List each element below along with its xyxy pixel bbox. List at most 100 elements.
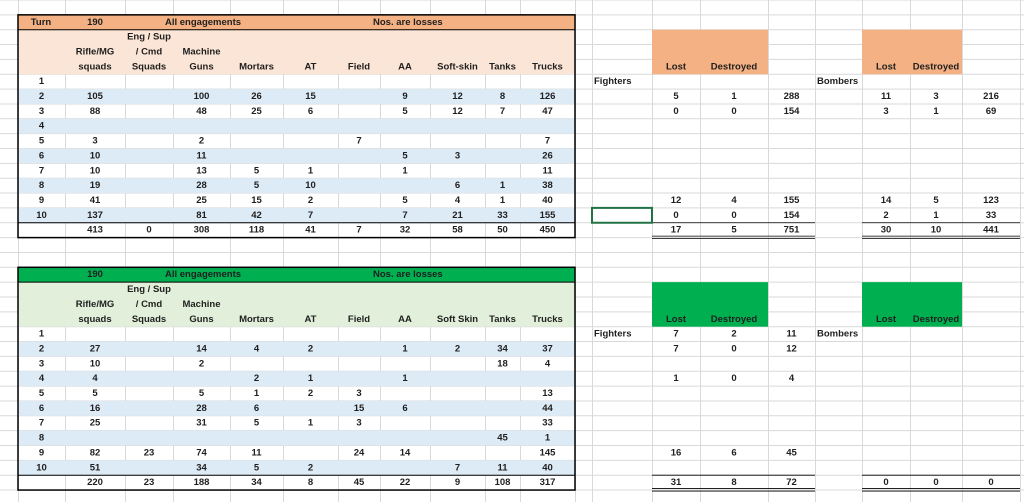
total-cell: 50	[497, 225, 508, 236]
data-cell: 1	[402, 373, 408, 384]
header-cell: AA	[398, 61, 412, 72]
data-cell: 23	[144, 447, 155, 458]
row-band	[18, 371, 575, 387]
data-cell: 21	[452, 210, 463, 221]
data-cell: 11	[881, 91, 892, 102]
header-cell: Squads	[132, 61, 166, 72]
data-cell: 145	[540, 447, 557, 458]
data-cell: 28	[196, 403, 207, 414]
header-cell: Tanks	[489, 61, 516, 72]
data-cell: 288	[784, 91, 800, 102]
data-cell: 11	[196, 150, 207, 161]
data-cell: 1	[39, 76, 45, 87]
data-cell: 15	[305, 91, 316, 102]
data-cell: 100	[194, 91, 210, 102]
header-cell: Lost	[876, 61, 897, 72]
header-cell: Destroyed	[711, 314, 758, 325]
data-cell: 0	[731, 343, 736, 354]
data-cell: 4	[789, 373, 795, 384]
data-cell: 26	[542, 150, 553, 161]
title-cell: Nos. are losses	[373, 17, 443, 28]
data-cell: 11	[542, 165, 553, 176]
data-cell: 10	[90, 150, 101, 161]
data-cell: 5	[673, 91, 679, 102]
air-header-box	[862, 282, 962, 327]
total-cell: 317	[540, 477, 556, 488]
data-cell: 10	[36, 210, 47, 221]
total-cell: 22	[400, 477, 411, 488]
data-cell: 2	[199, 136, 204, 147]
data-cell: Fighters	[594, 329, 631, 340]
data-cell: 7	[39, 165, 44, 176]
header-band	[18, 29, 575, 75]
header-cell: Rifle/MG	[76, 299, 115, 310]
data-cell: 13	[196, 165, 207, 176]
data-cell: 8	[39, 433, 44, 444]
data-cell: 2	[199, 358, 204, 369]
data-cell: 1	[254, 388, 260, 399]
data-cell: 11	[497, 462, 508, 473]
data-cell: 5	[254, 180, 260, 191]
data-cell: 0	[673, 106, 678, 117]
data-cell: 7	[402, 210, 407, 221]
row-band	[18, 400, 575, 416]
data-cell: 5	[402, 150, 408, 161]
data-cell: 7	[500, 106, 505, 117]
data-cell: Bombers	[817, 329, 858, 340]
data-cell: 0	[731, 373, 736, 384]
data-cell: 41	[90, 195, 101, 206]
data-cell: 1	[402, 343, 408, 354]
data-cell: 7	[356, 136, 361, 147]
data-cell: 155	[784, 195, 801, 206]
data-cell: 2	[308, 388, 313, 399]
total-cell: 45	[354, 477, 365, 488]
header-cell: squads	[78, 61, 111, 72]
data-cell: 10	[36, 462, 47, 473]
data-cell: 9	[39, 447, 44, 458]
total-cell: 220	[87, 477, 103, 488]
header-cell: Field	[348, 314, 370, 325]
row-band	[18, 89, 575, 104]
header-cell: Destroyed	[913, 314, 960, 325]
header-cell: Guns	[189, 314, 213, 325]
data-cell: 5	[39, 388, 45, 399]
data-cell: 9	[39, 195, 44, 206]
header-cell: Rifle/MG	[76, 46, 115, 57]
header-cell: Lost	[876, 314, 897, 325]
data-cell: 2	[308, 462, 313, 473]
data-cell: 1	[545, 433, 551, 444]
row-band	[18, 430, 575, 446]
data-cell: 4	[39, 373, 45, 384]
total-cell: 31	[671, 477, 682, 488]
air-header-box	[862, 29, 962, 75]
data-cell: 10	[305, 180, 316, 191]
data-cell: 3	[39, 106, 44, 117]
data-cell: 105	[87, 91, 104, 102]
data-cell: 2	[731, 329, 736, 340]
total-cell: 0	[933, 477, 938, 488]
data-cell: 10	[90, 358, 101, 369]
data-cell: 3	[39, 358, 44, 369]
data-cell: 1	[308, 165, 314, 176]
selected-cell	[591, 206, 653, 224]
data-cell: 42	[251, 210, 262, 221]
header-band	[18, 282, 575, 327]
header-cell: Eng / Sup	[127, 32, 171, 43]
data-cell: 0	[731, 106, 736, 117]
data-cell: 216	[983, 91, 999, 102]
data-cell: Bombers	[817, 76, 858, 87]
data-cell: 123	[983, 195, 999, 206]
total-cell: 108	[495, 477, 511, 488]
header-cell: AA	[398, 314, 412, 325]
data-cell: 9	[402, 91, 407, 102]
data-cell: 6	[455, 180, 460, 191]
data-cell: 31	[196, 418, 207, 429]
header-cell: squads	[78, 314, 111, 325]
header-cell: / Cmd	[136, 46, 163, 57]
total-cell: 34	[251, 477, 262, 488]
air-header-box	[652, 29, 768, 75]
data-cell: 5	[254, 165, 260, 176]
header-cell: Soft-skin	[437, 61, 478, 72]
data-cell: 5	[402, 195, 408, 206]
data-cell: 33	[497, 210, 508, 221]
